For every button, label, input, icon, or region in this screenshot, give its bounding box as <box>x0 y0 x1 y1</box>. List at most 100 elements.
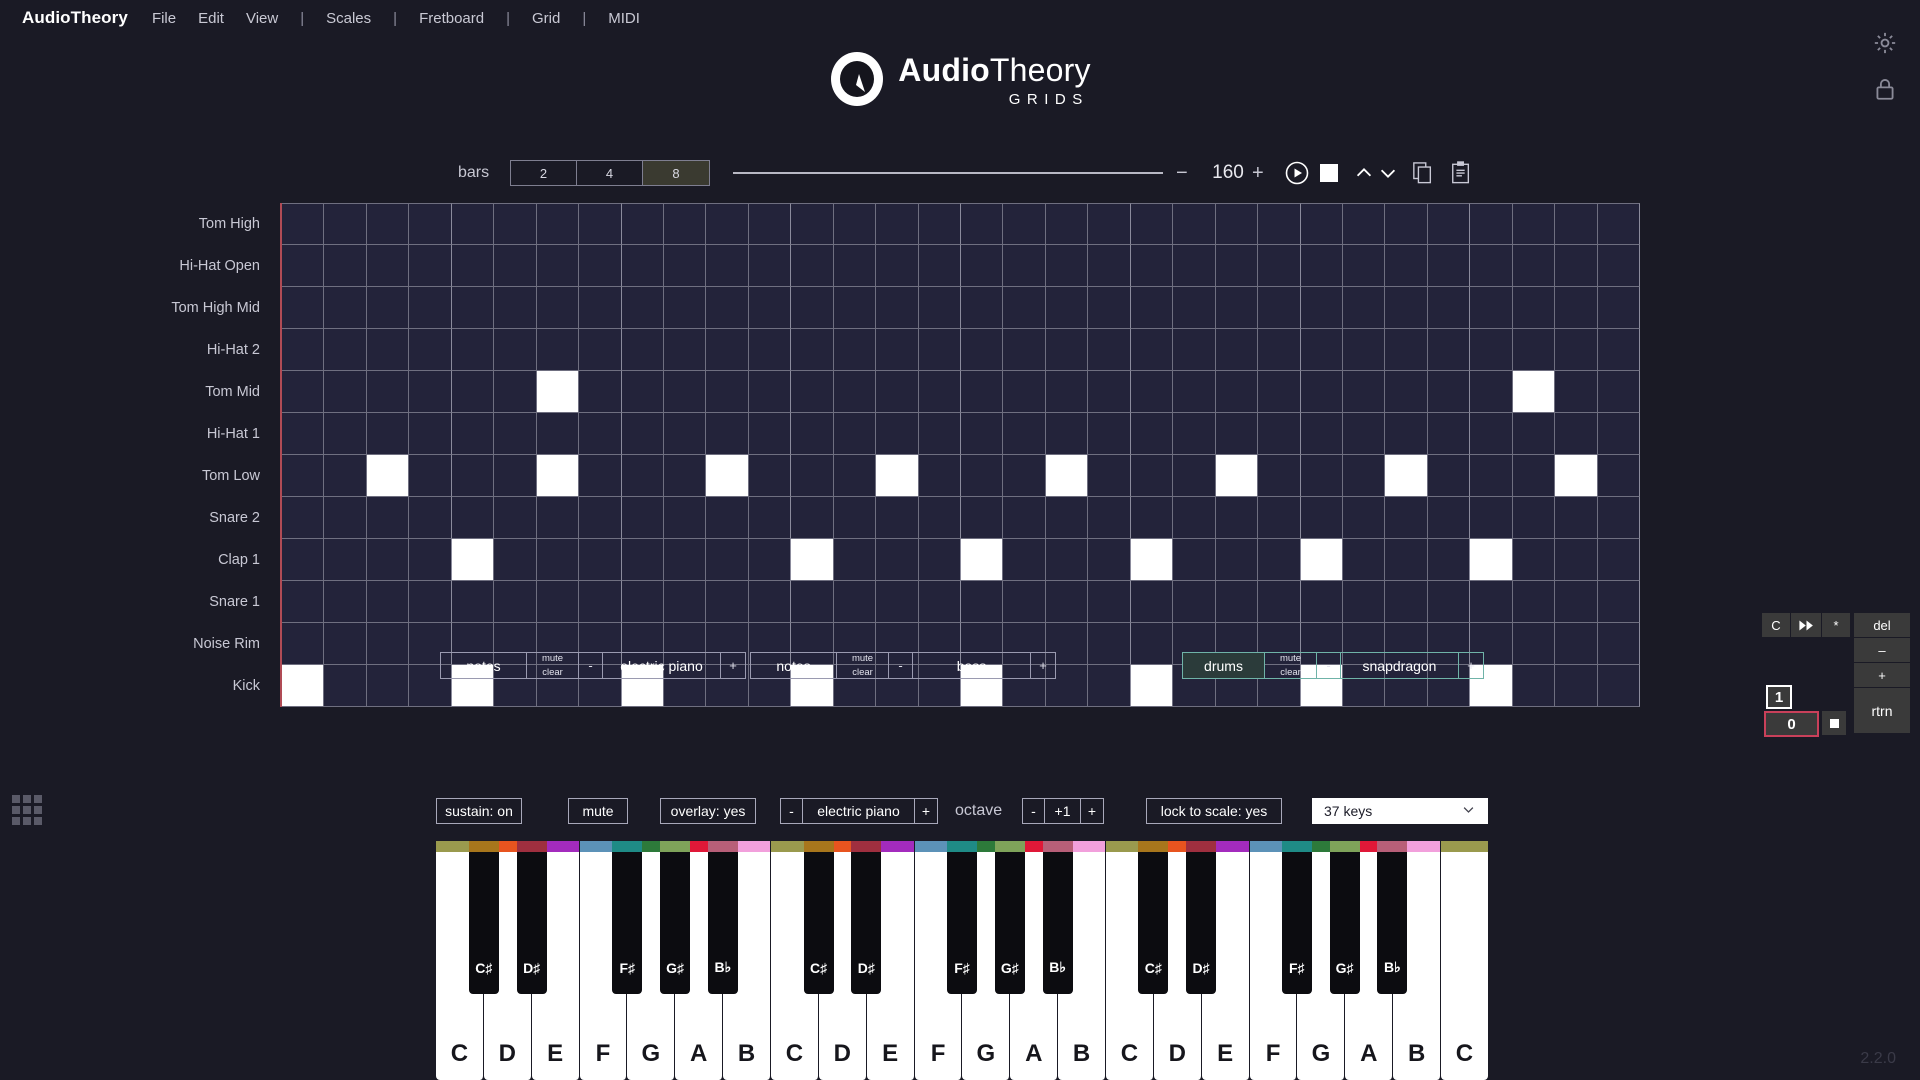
octave-up-button[interactable]: + <box>1087 803 1097 819</box>
step-cell[interactable] <box>579 203 622 245</box>
step-cell[interactable] <box>1130 497 1174 539</box>
step-cell[interactable] <box>918 539 961 581</box>
step-cell[interactable] <box>621 497 664 539</box>
step-cell[interactable] <box>324 203 367 245</box>
step-cell[interactable] <box>409 581 452 623</box>
step-cell[interactable] <box>1300 371 1343 413</box>
step-cell[interactable] <box>536 371 580 413</box>
step-cell[interactable] <box>1385 287 1428 329</box>
step-cell[interactable] <box>961 497 1004 539</box>
step-cell[interactable] <box>663 497 707 539</box>
step-cell[interactable] <box>1597 371 1640 413</box>
step-cell[interactable] <box>1130 581 1174 623</box>
bars-option-4[interactable]: 4 <box>577 161 643 185</box>
step-cell[interactable] <box>1258 203 1301 245</box>
menu-item-edit[interactable]: Edit <box>198 9 224 27</box>
step-cell[interactable] <box>1470 623 1513 665</box>
step-cell[interactable] <box>1300 581 1343 623</box>
step-cell[interactable] <box>1215 539 1259 581</box>
step-cell[interactable] <box>1597 245 1640 287</box>
step-cell[interactable] <box>282 623 325 665</box>
piano-black-key-G♯-13[interactable]: G♯ <box>1329 841 1360 994</box>
step-cell[interactable] <box>1088 329 1131 371</box>
step-cell[interactable] <box>876 497 919 539</box>
piano-black-key-F♯-12[interactable]: F♯ <box>1281 841 1312 994</box>
step-cell[interactable] <box>282 665 325 707</box>
step-cell[interactable] <box>1470 203 1513 245</box>
step-cell[interactable] <box>1342 413 1386 455</box>
track-mute-button[interactable]: mute <box>1279 653 1302 665</box>
step-cell[interactable] <box>918 665 961 707</box>
step-cell[interactable] <box>409 665 452 707</box>
step-cell[interactable] <box>1003 497 1046 539</box>
step-cell[interactable] <box>494 329 537 371</box>
step-cell[interactable] <box>1470 665 1513 707</box>
step-cell[interactable] <box>706 371 749 413</box>
sustain-button[interactable]: sustain: on <box>436 798 522 824</box>
step-cell[interactable] <box>1088 455 1131 497</box>
step-cell[interactable] <box>451 329 495 371</box>
grid-3x3-icon[interactable] <box>12 795 42 825</box>
step-cell[interactable] <box>1385 497 1428 539</box>
step-cell[interactable] <box>961 413 1004 455</box>
step-cell[interactable] <box>1045 497 1089 539</box>
step-cell[interactable] <box>1215 581 1259 623</box>
step-cell[interactable] <box>579 245 622 287</box>
step-cell[interactable] <box>1597 287 1640 329</box>
step-cell[interactable] <box>579 329 622 371</box>
step-cell[interactable] <box>1597 455 1640 497</box>
piano-black-key-G♯-8[interactable]: G♯ <box>994 841 1025 994</box>
step-cell[interactable] <box>1258 371 1301 413</box>
step-cell[interactable] <box>876 329 919 371</box>
step-cell[interactable] <box>1045 329 1089 371</box>
step-cell[interactable] <box>1512 245 1556 287</box>
menu-item-file[interactable]: File <box>151 9 177 27</box>
step-cell[interactable] <box>1300 539 1343 581</box>
step-cell[interactable] <box>282 245 325 287</box>
step-cell[interactable] <box>579 623 622 665</box>
step-cell[interactable] <box>706 245 749 287</box>
step-cell[interactable] <box>1003 539 1046 581</box>
step-cell[interactable] <box>282 203 325 245</box>
step-cell[interactable] <box>706 665 749 707</box>
step-cell[interactable] <box>536 287 580 329</box>
step-cell[interactable] <box>961 287 1004 329</box>
tempo-slider-track[interactable] <box>733 172 1163 174</box>
piano-white-key-B-13[interactable]: B <box>1058 841 1107 1080</box>
step-cell[interactable] <box>876 413 919 455</box>
step-cell[interactable] <box>748 413 792 455</box>
track-instrument-prev[interactable]: - <box>889 653 913 678</box>
step-cell[interactable] <box>663 581 707 623</box>
step-cell[interactable] <box>1470 581 1513 623</box>
step-cell[interactable] <box>1003 245 1046 287</box>
step-cell[interactable] <box>324 455 367 497</box>
step-cell[interactable] <box>1555 329 1598 371</box>
step-cell[interactable] <box>791 497 834 539</box>
step-cell[interactable] <box>324 329 367 371</box>
step-cell[interactable] <box>663 665 707 707</box>
menu-item-view[interactable]: View <box>245 9 279 27</box>
step-cell[interactable] <box>366 665 410 707</box>
step-cell[interactable] <box>536 203 580 245</box>
step-cell[interactable] <box>1173 413 1216 455</box>
track-clear-button[interactable]: clear <box>542 666 563 678</box>
step-cell[interactable] <box>1385 581 1428 623</box>
step-cell[interactable] <box>451 623 495 665</box>
step-cell[interactable] <box>791 329 834 371</box>
step-cell[interactable] <box>494 287 537 329</box>
step-cell[interactable] <box>1215 455 1259 497</box>
step-cell[interactable] <box>494 623 537 665</box>
step-cell[interactable] <box>1597 623 1640 665</box>
step-cell[interactable] <box>663 287 707 329</box>
piano-black-key-B♭-9[interactable]: B♭ <box>1042 841 1073 994</box>
step-cell[interactable] <box>366 287 410 329</box>
step-cell[interactable] <box>1555 287 1598 329</box>
octave-down-button[interactable]: - <box>1023 799 1045 823</box>
piano-black-key-C♯-5[interactable]: C♯ <box>803 841 834 994</box>
numpad-star-button[interactable]: * <box>1822 613 1850 637</box>
step-cell[interactable] <box>1470 329 1513 371</box>
tempo-increase-button[interactable]: + <box>1252 161 1264 184</box>
step-cell[interactable] <box>451 539 495 581</box>
menu-item-midi[interactable]: MIDI <box>608 9 640 27</box>
chevron-down-icon[interactable] <box>1377 162 1399 184</box>
